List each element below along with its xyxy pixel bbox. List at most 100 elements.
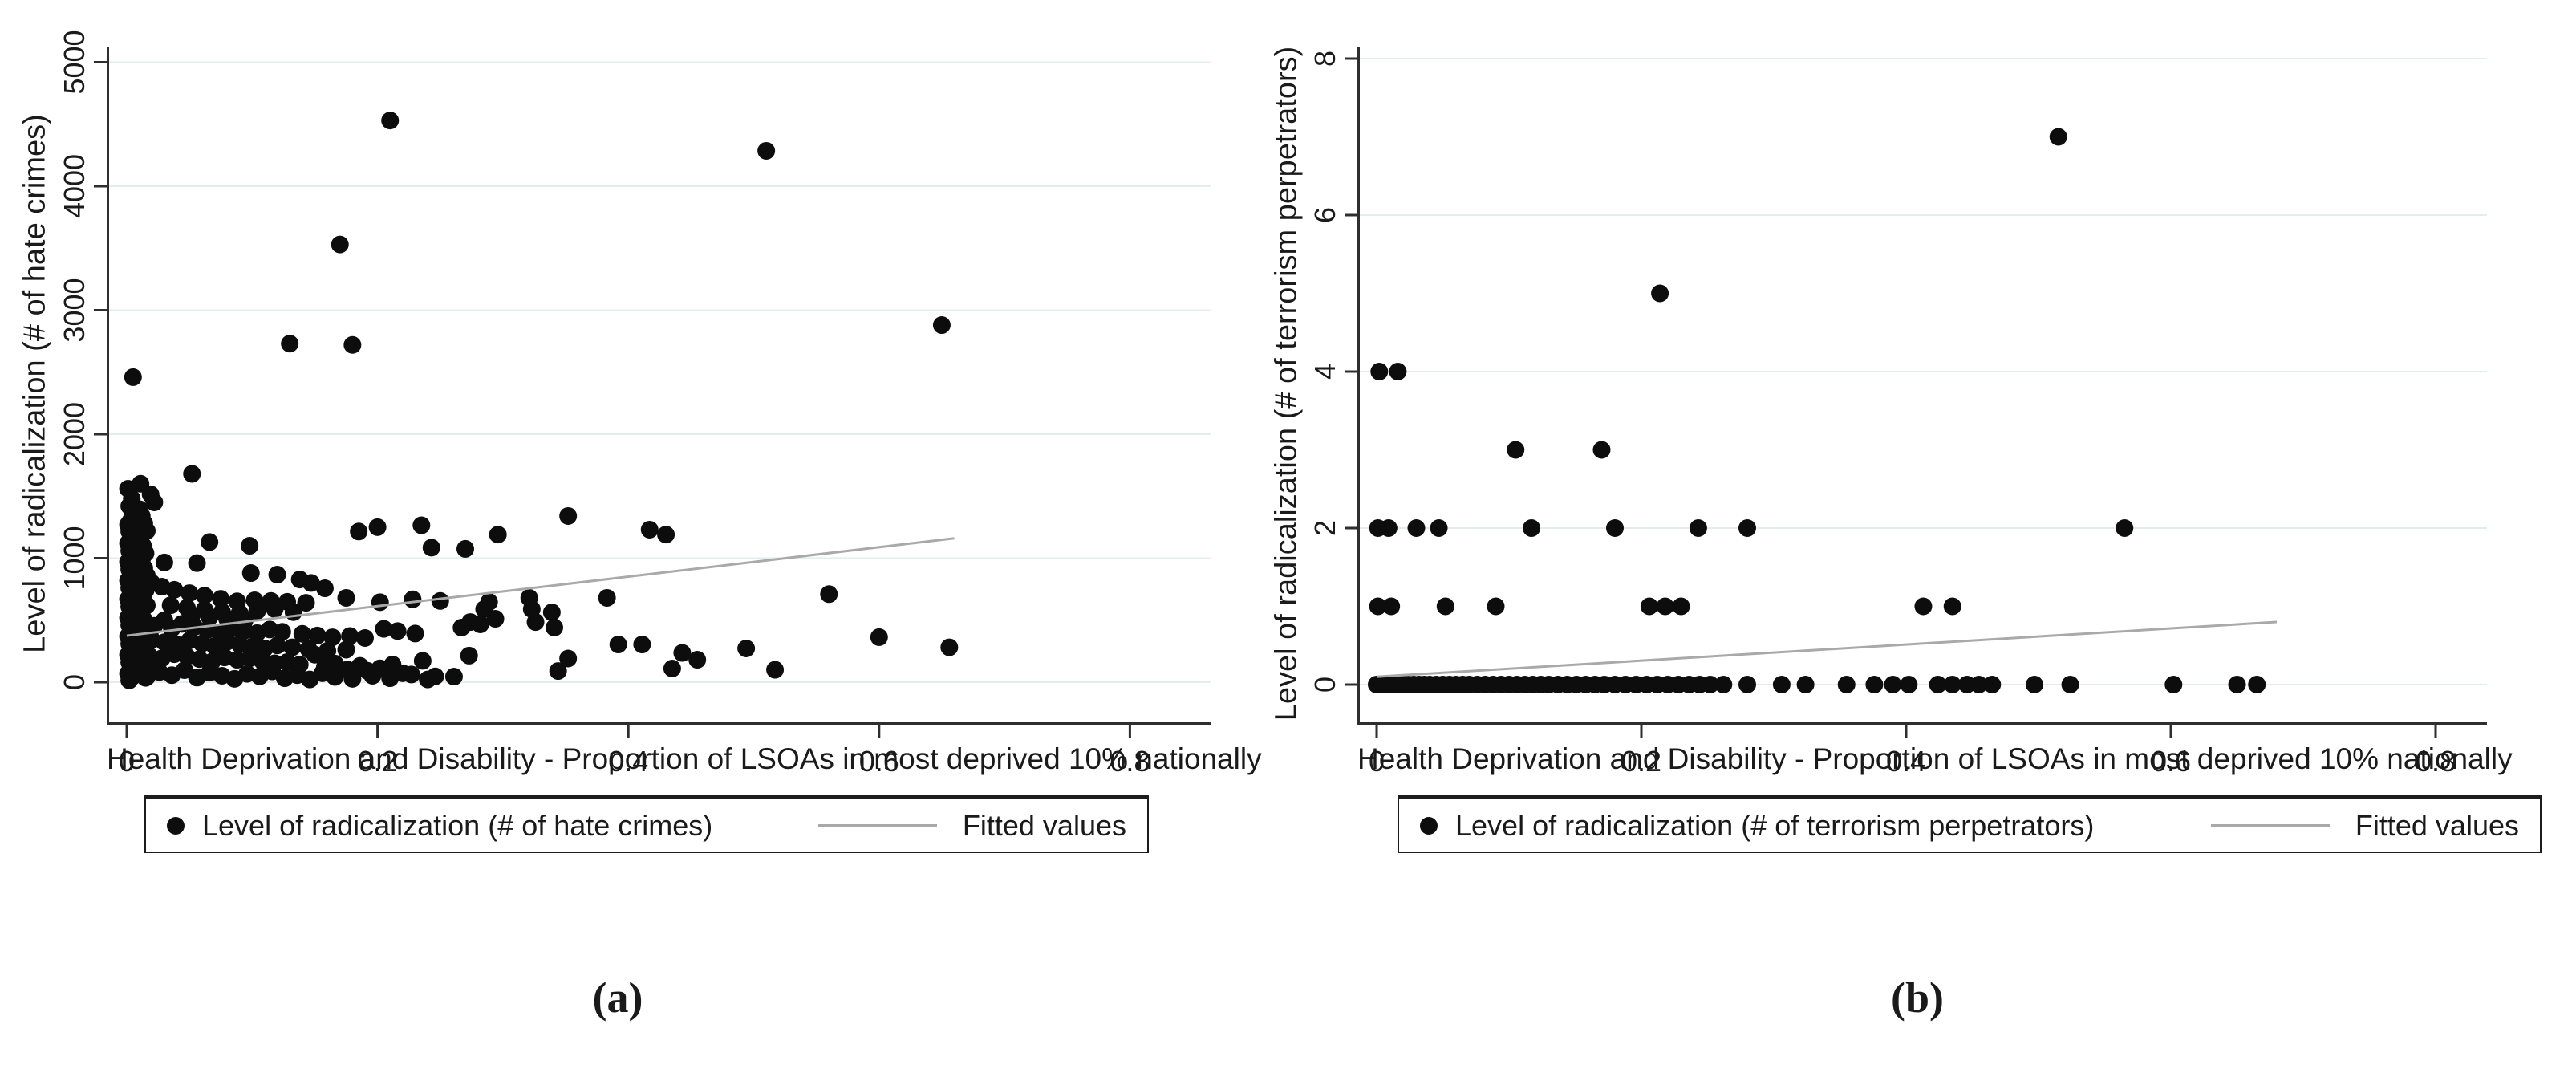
data-point [609,636,627,654]
y-tick-label: 4 [1308,364,1341,380]
legend-series-label-b: Level of radicalization (# of terrorism … [1455,808,2095,842]
data-point [673,644,692,662]
scatter-plot-b: 0 2 4 6 8 0 0.2 0.4 0.6 0.8 [1308,47,2487,778]
data-point [266,600,284,618]
data-point [195,587,213,605]
data-point [281,335,299,353]
data-point [559,506,578,525]
data-point [343,669,362,688]
data-point [1436,597,1454,616]
data-point [1379,519,1398,537]
x-tick-label: 0.2 [358,745,398,778]
data-point [545,619,563,637]
y-tick-label: 1000 [58,526,91,590]
data-point [1592,441,1611,459]
data-point [368,518,387,536]
legend-line-label-a: Fitted values [962,808,1126,842]
data-point [1914,597,1933,616]
data-point [526,613,545,632]
data-point [1837,676,1856,693]
plot-svg-b: 0 2 4 6 8 0 0.2 0.4 0.6 0.8 [1308,47,2487,778]
data-point [460,646,478,665]
data-point [489,526,507,544]
data-point [381,112,400,130]
data-point [431,591,449,610]
data-point [1656,597,1674,616]
fitted-values-line [126,537,955,637]
data-point [542,604,561,622]
data-point [1640,597,1658,616]
data-point [766,661,785,679]
data-point [1865,676,1884,693]
data-point [940,638,959,656]
data-point [657,526,675,544]
x-tick-label: 0 [1369,745,1385,778]
data-point [413,652,432,670]
data-point [640,520,659,539]
plot-svg-a: 0 1000 2000 3000 4000 5000 0 0.2 0.4 0.6 0.8 [58,30,1211,778]
data-point [932,316,951,335]
data-point [1382,597,1401,616]
x-tick-label: 0.4 [1886,745,1926,778]
data-point [302,574,320,592]
data-point [248,602,266,620]
data-point [268,566,286,584]
data-point [343,335,362,354]
data-point [1389,363,1407,380]
data-point [145,493,164,511]
data-point [419,670,437,689]
data-point [1738,676,1756,693]
data-point [688,651,707,669]
data-point [633,636,651,654]
data-point [273,623,291,641]
data-point [1772,676,1791,693]
data-point [165,580,184,599]
data-point [2026,676,2044,693]
data-point [870,628,888,646]
x-axis-label-b: Health Deprivation and Disability - Prop… [1357,742,2513,775]
x-tick-label: 0.8 [2416,745,2456,778]
data-point [326,668,344,686]
data-point [1487,597,1505,616]
y-tick-label: 2 [1308,520,1341,536]
data-point [1370,363,1389,380]
data-point [663,660,681,678]
data-point [308,626,327,644]
data-point [183,465,201,483]
scatter-plot-a: 0 1000 2000 3000 4000 5000 0 0.2 0.4 0.6 0.8 [58,30,1211,778]
data-point [293,624,311,643]
data-point [315,579,334,598]
legend-a: Level of radicalization (# of hate crime… [144,795,1149,853]
data-point [1672,597,1690,616]
data-point [1430,519,1448,537]
x-tick-label: 0.6 [2151,745,2191,778]
data-point [181,584,199,603]
data-point [1929,676,1947,693]
data-point [268,636,286,655]
scatter-marker-icon [167,816,185,835]
panel-caption-b: (b) [1891,973,1944,1022]
data-point [341,627,359,645]
data-point [456,539,475,558]
data-point [757,141,776,160]
data-point [486,610,505,628]
data-point [363,666,382,685]
data-point [1523,519,1541,537]
y-tick-label: 0 [1308,677,1341,693]
x-axis-label-a: Health Deprivation and Disability - Prop… [107,742,1262,775]
data-point [306,645,324,664]
data-point [337,588,355,607]
data-point [1714,676,1733,693]
x-tick-label: 0.4 [608,745,648,778]
data-point [155,553,173,571]
data-point [404,590,422,608]
data-point [283,638,302,656]
data-point [737,639,756,657]
data-point [1507,441,1525,459]
data-point [1983,676,2002,693]
data-point [337,640,355,659]
data-point [388,622,407,640]
y-tick-label: 0 [58,674,91,690]
data-point [412,516,431,534]
data-point [375,620,393,638]
